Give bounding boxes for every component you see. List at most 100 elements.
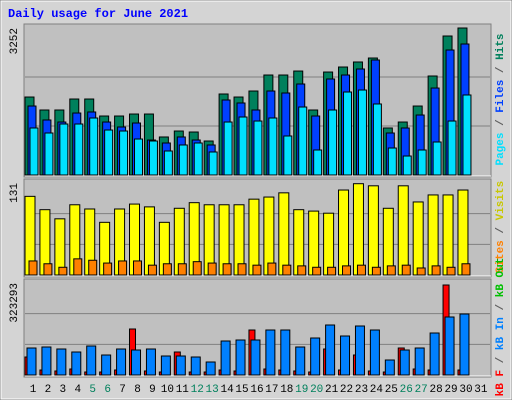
bar <box>367 185 379 276</box>
bar <box>371 266 381 276</box>
bar <box>417 149 427 176</box>
bar <box>340 335 351 376</box>
bar <box>89 117 99 176</box>
bar <box>352 183 364 276</box>
bar <box>282 264 292 276</box>
bar <box>160 355 171 376</box>
bar <box>29 127 39 176</box>
bar <box>327 266 337 276</box>
bar <box>190 356 201 376</box>
x-tick-label: 14 <box>220 384 234 396</box>
bar <box>382 207 394 276</box>
bar <box>205 361 216 376</box>
bar <box>103 262 113 276</box>
bar <box>457 189 469 276</box>
bar <box>442 194 454 276</box>
bar <box>372 103 382 176</box>
bar <box>431 265 441 276</box>
x-tick-label: 6 <box>104 384 111 396</box>
x-tick-label: 22 <box>340 384 353 396</box>
bar <box>265 329 276 376</box>
bar <box>462 94 472 176</box>
bar <box>237 263 247 276</box>
bar <box>175 355 186 376</box>
bar <box>74 123 84 176</box>
bar <box>116 348 127 376</box>
bar <box>343 91 353 176</box>
bar <box>310 337 321 376</box>
x-tick-label: 27 <box>415 384 428 396</box>
legend-entry: Hits <box>495 33 507 59</box>
bar <box>399 349 410 376</box>
bar <box>412 201 424 276</box>
bar <box>280 329 291 376</box>
x-tick-label: 9 <box>149 384 156 396</box>
x-tick-label: 13 <box>206 384 219 396</box>
bar <box>313 149 323 176</box>
y-tick-label: 3252 <box>9 28 21 54</box>
bar <box>268 117 278 176</box>
bar <box>414 347 425 376</box>
x-tick-label: 26 <box>400 384 413 396</box>
legend-separator: / <box>495 297 507 317</box>
legend-separator: / <box>495 60 507 80</box>
bar <box>250 339 261 376</box>
x-tick-label: 4 <box>74 384 81 396</box>
bar <box>238 116 248 176</box>
bar <box>338 189 350 276</box>
bar <box>446 266 456 276</box>
bar <box>147 264 157 276</box>
bar <box>293 209 305 276</box>
bar <box>223 121 233 176</box>
bar <box>131 349 142 376</box>
x-tick-label: 16 <box>250 384 263 396</box>
bar <box>133 260 143 276</box>
bar <box>58 266 68 276</box>
bar <box>119 130 129 176</box>
bar <box>41 346 52 376</box>
x-tick-label: 10 <box>161 384 174 396</box>
x-tick-label: 8 <box>134 384 141 396</box>
bar <box>342 265 352 276</box>
x-tick-label: 15 <box>235 384 248 396</box>
bar <box>222 263 232 276</box>
bar <box>28 260 38 276</box>
x-tick-label: 5 <box>89 384 96 396</box>
legend-entry: kB In <box>495 317 507 350</box>
bar <box>416 267 426 276</box>
legend-entry: Sites <box>495 240 507 273</box>
bar <box>59 123 69 176</box>
bar <box>148 140 158 176</box>
x-tick-label: 23 <box>355 384 368 396</box>
bar <box>401 264 411 276</box>
bar <box>386 265 396 276</box>
bar <box>86 345 97 376</box>
bar <box>104 129 114 176</box>
bar <box>134 138 144 176</box>
bar <box>459 313 470 376</box>
bar <box>43 263 53 276</box>
y-tick-label: 131 <box>9 183 21 203</box>
bar <box>387 147 397 176</box>
bar <box>163 150 173 176</box>
legend-separator: / <box>495 113 507 133</box>
bar <box>357 89 367 176</box>
bar <box>354 325 365 376</box>
x-tick-label: 21 <box>325 384 339 396</box>
bar <box>323 212 335 276</box>
x-tick-label: 12 <box>191 384 204 396</box>
bar <box>328 109 338 176</box>
legend-entry: kB F <box>495 370 507 396</box>
bar <box>54 218 66 276</box>
bar <box>162 263 172 276</box>
bar <box>461 263 471 276</box>
x-tick-label: 1 <box>30 384 37 396</box>
bar <box>193 142 203 176</box>
bar <box>208 151 218 176</box>
x-tick-label: 31 <box>474 384 488 396</box>
bar <box>207 262 217 276</box>
bar <box>356 264 366 276</box>
legend: Pages / Files / Hits <box>495 33 507 165</box>
legend-separator: / <box>495 350 507 370</box>
